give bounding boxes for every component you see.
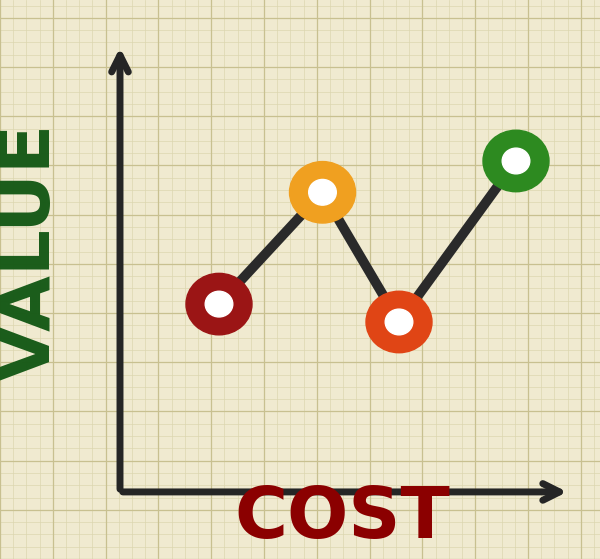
Circle shape [483, 130, 549, 192]
Circle shape [290, 162, 356, 223]
Circle shape [502, 148, 530, 174]
Text: VALUE: VALUE [0, 122, 65, 381]
Circle shape [205, 291, 233, 317]
Text: COST: COST [234, 485, 450, 553]
Circle shape [385, 309, 413, 335]
Circle shape [186, 273, 252, 335]
Circle shape [366, 291, 432, 353]
Circle shape [309, 179, 337, 205]
